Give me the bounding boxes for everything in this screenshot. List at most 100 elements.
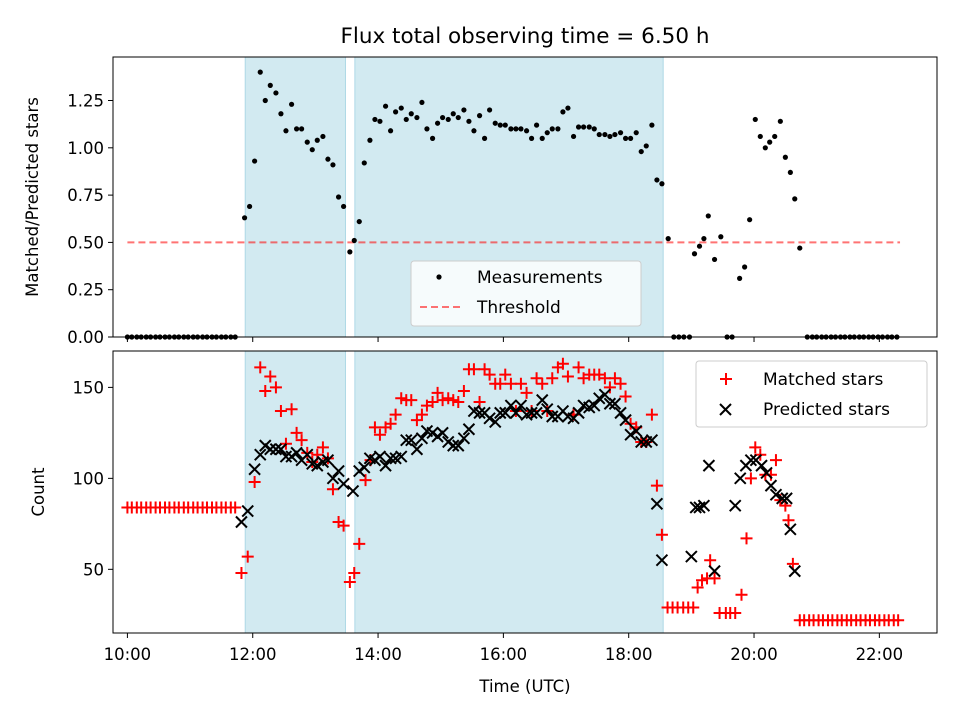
predicted-star-point (619, 413, 632, 427)
ratio-panel: 0.00 0.25 0.50 0.75 1.00 1.25 Matched/Predict… (23, 56, 938, 347)
matched-star-point (704, 554, 717, 567)
predicted-star-point (764, 479, 778, 492)
matched-star-point (368, 421, 381, 434)
predicted-star-point (279, 450, 293, 463)
measurement-point (309, 147, 315, 153)
matched-star-point (556, 357, 569, 370)
measurement-point (705, 213, 711, 219)
measurement-point (278, 111, 284, 117)
y-tick-label: 1.00 (67, 139, 104, 158)
predicted-star-point (769, 488, 783, 501)
measurement-point (267, 82, 273, 88)
predicted-star-point (525, 406, 538, 420)
measurement-point (330, 162, 336, 168)
predicted-star-point (301, 448, 314, 461)
x-tick-label: 16:00 (480, 645, 528, 664)
count-y-axis-label: Count (29, 467, 48, 517)
predicted-star-point (760, 466, 773, 480)
matched-star-point (729, 606, 742, 619)
measurement-point (440, 114, 446, 121)
matched-star-point (426, 395, 439, 408)
predicted-star-point (530, 406, 543, 420)
legend-predicted-marker (719, 403, 732, 416)
predicted-star-point (744, 453, 758, 467)
ratio-x-ticks (126, 337, 880, 342)
matched-star-point (514, 377, 527, 390)
predicted-star-point (415, 432, 429, 445)
matched-star-point (348, 566, 361, 579)
predicted-star-point (697, 499, 711, 512)
x-axis-label: Time (UTC) (478, 677, 570, 696)
measurement-point (262, 97, 268, 104)
ratio-y-axis-label: Matched/Predicted stars (23, 97, 42, 297)
matched-star-point (235, 566, 248, 579)
predicted-star-point (788, 564, 801, 578)
measurement-point (347, 249, 353, 255)
predicted-star-point (410, 443, 424, 456)
matched-star-point (384, 417, 397, 430)
matched-star-point (614, 377, 627, 390)
measurement-point (612, 131, 618, 138)
predicted-star-point (379, 459, 392, 472)
matched-star-point (687, 601, 700, 614)
measurement-point (273, 90, 279, 96)
shaded-interval (244, 350, 346, 634)
predicted-star-point (780, 492, 793, 505)
matched-star-point (415, 408, 428, 421)
measurement-point (450, 111, 456, 117)
matched-star-point (478, 363, 491, 376)
matched-star-point (603, 381, 616, 394)
measurement-point (403, 116, 409, 123)
measurement-point (565, 105, 571, 111)
predicted-star-point (452, 439, 465, 452)
measurement-point (257, 69, 263, 75)
matched-star-point (530, 372, 543, 385)
predicted-star-point (264, 443, 277, 456)
ratio-legend-box (410, 260, 642, 327)
measurement-point (288, 101, 295, 107)
measurement-point (429, 135, 436, 141)
matched-star-point (520, 386, 533, 399)
measurement-point (580, 124, 587, 130)
predicted-star-point (436, 426, 449, 440)
legend-matched-marker (720, 373, 732, 385)
predicted-star-point (358, 461, 371, 474)
measurement-point (575, 124, 582, 130)
matched-star-point (410, 414, 423, 427)
y-tick-label: 0.75 (67, 186, 104, 205)
measurement-point (782, 154, 788, 160)
y-tick-label: 100 (73, 469, 105, 488)
x-tick-label: 22:00 (856, 645, 904, 664)
matched-star-point (708, 572, 721, 585)
predicted-star-point (269, 443, 283, 456)
predicted-star-point (624, 428, 637, 441)
measurement-point (762, 145, 768, 151)
x-tick-label: 20:00 (730, 645, 778, 664)
matched-star-point (546, 372, 559, 385)
matched-star-point (229, 501, 242, 514)
measurement-point (560, 109, 566, 115)
y-tick-label: 1.25 (67, 92, 104, 111)
x-tick-label: 18:00 (605, 645, 653, 664)
measurement-point (797, 245, 803, 251)
matched-star-point (655, 528, 668, 541)
measurement-point (314, 137, 320, 143)
ratio-y-ticks: 0.00 0.25 0.50 0.75 1.00 1.25 (67, 92, 113, 347)
predicted-star-point (614, 406, 627, 420)
matched-star-point (274, 405, 287, 418)
matched-star-point (248, 475, 261, 488)
measurement-point (665, 236, 671, 242)
measurement-point (497, 122, 503, 128)
matched-star-point (696, 574, 709, 587)
measurement-point (627, 135, 634, 141)
predicted-star-point (603, 397, 617, 410)
predicted-star-point (462, 423, 476, 436)
measurement-point (325, 156, 331, 162)
matched-star-point (269, 381, 282, 394)
measurement-point (767, 139, 773, 145)
predicted-star-point (541, 403, 554, 416)
matched-star-point (395, 392, 408, 405)
measurement-point (518, 126, 524, 132)
matched-star-point (316, 441, 329, 454)
